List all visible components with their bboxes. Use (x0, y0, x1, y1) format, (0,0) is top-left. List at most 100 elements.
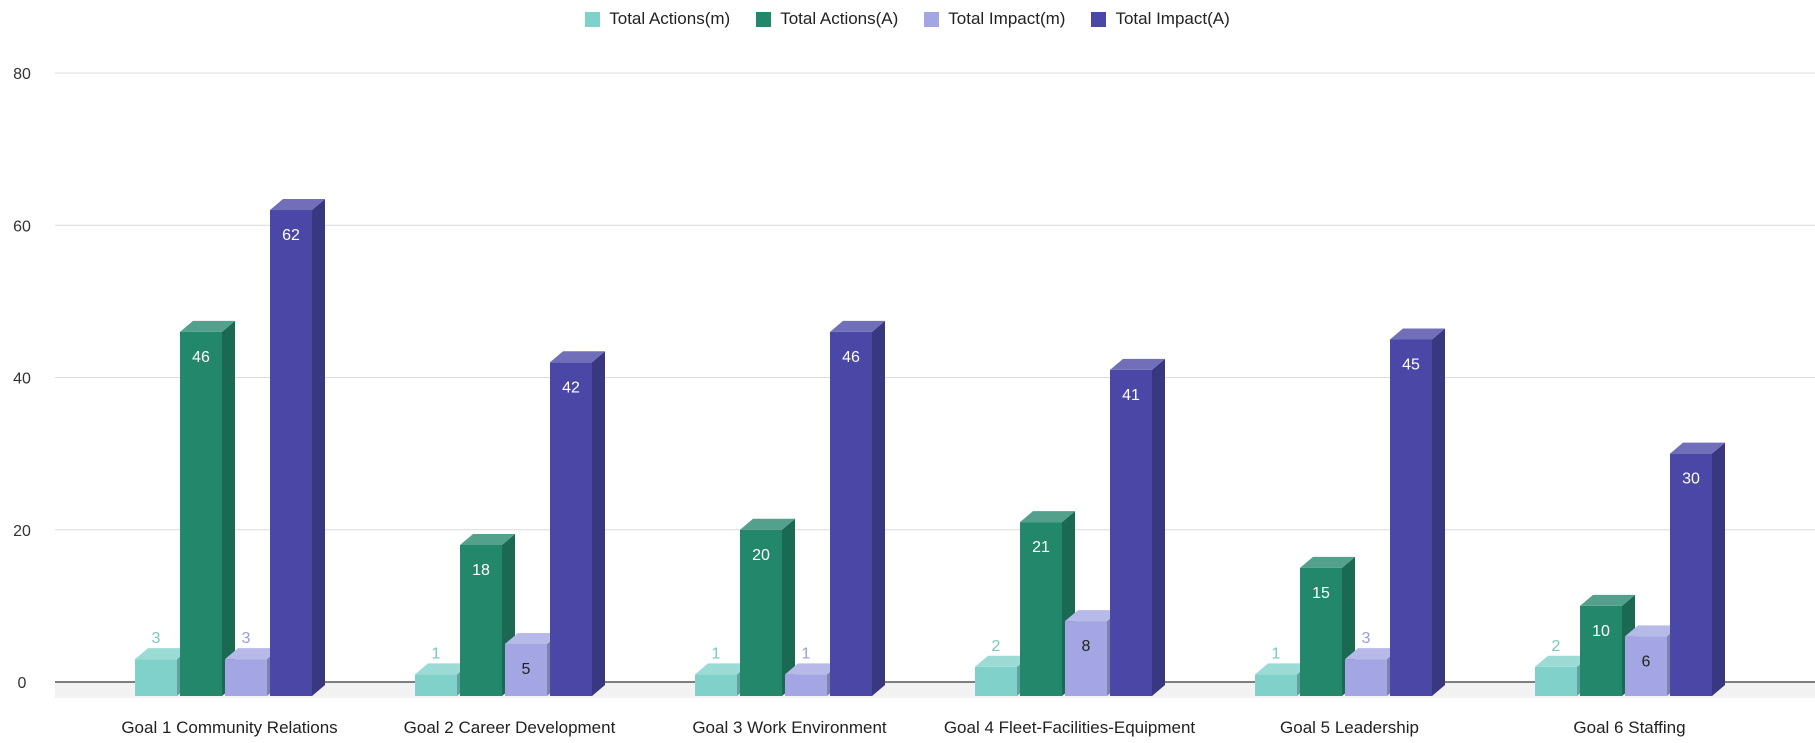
x-tick-label: Goal 6 Staffing (1573, 718, 1685, 737)
data-label: 2 (1552, 638, 1561, 655)
x-tick-label: Goal 1 Community Relations (121, 718, 337, 737)
y-tick-label: 40 (13, 371, 31, 388)
bar-side (312, 199, 325, 696)
data-label: 42 (562, 379, 580, 396)
data-label: 3 (152, 630, 161, 647)
bar-top (1020, 511, 1075, 523)
bar-front (740, 529, 782, 696)
bar-front (785, 674, 827, 696)
data-label: 45 (1402, 356, 1420, 373)
data-label: 46 (192, 349, 210, 366)
legend-item: Total Actions(m) (585, 9, 730, 29)
data-label: 20 (752, 547, 770, 564)
bar (550, 351, 605, 696)
bar-top (785, 663, 840, 675)
bar-top (270, 199, 325, 211)
bar-side (1152, 358, 1165, 696)
x-tick-label: Goal 5 Leadership (1280, 718, 1419, 737)
bar-top (1580, 594, 1635, 606)
bar-front (975, 666, 1017, 696)
bar-side (782, 518, 795, 696)
legend-swatch (756, 11, 772, 27)
bar-front (225, 659, 267, 696)
legend-item: Total Impact(A) (1091, 9, 1230, 29)
bar-front (1300, 567, 1342, 696)
bar-top (1625, 625, 1680, 637)
legend-label: Total Impact(A) (1115, 9, 1230, 28)
data-label: 21 (1032, 539, 1050, 556)
bar-front (1065, 621, 1107, 696)
bar-side (1432, 328, 1445, 696)
legend-label: Total Actions(m) (609, 9, 731, 28)
bar-front (550, 362, 592, 696)
bar-top (505, 632, 560, 644)
bar-side (1712, 442, 1725, 696)
bar-top (460, 533, 515, 545)
data-label: 62 (282, 227, 300, 244)
chart-legend: Total Actions(m) Total Actions(A) Total Im… (0, 4, 1815, 34)
data-label: 8 (1082, 638, 1091, 655)
data-label: 3 (242, 630, 251, 647)
bar (830, 320, 885, 696)
data-label: 5 (522, 661, 531, 678)
bar-top (1670, 442, 1725, 454)
bar-front (270, 210, 312, 696)
y-tick-label: 60 (13, 218, 31, 235)
data-label: 1 (1272, 645, 1281, 662)
bar-top (1535, 655, 1590, 667)
bar-front (1535, 666, 1577, 696)
data-label: 41 (1122, 387, 1140, 404)
bar-top (1065, 610, 1120, 622)
bar-front (1345, 659, 1387, 696)
bar (740, 518, 795, 696)
bar-top (225, 648, 280, 660)
data-label: 2 (992, 638, 1001, 655)
x-tick-label: Goal 2 Career Development (404, 718, 616, 737)
bar-top (740, 518, 795, 530)
bar-front (830, 331, 872, 696)
data-label: 10 (1592, 623, 1610, 640)
y-tick-label: 80 (13, 66, 31, 83)
bar-front (1580, 605, 1622, 696)
bar-top (1110, 358, 1165, 370)
bar-front (1020, 522, 1062, 696)
data-label: 18 (472, 562, 490, 579)
bar-top (415, 663, 470, 675)
legend-swatch (1091, 11, 1107, 27)
bar (1110, 358, 1165, 696)
bar (270, 199, 325, 696)
bar-front (1390, 339, 1432, 696)
bar-front (180, 331, 222, 696)
bar-top (550, 351, 605, 363)
x-tick-label: Goal 4 Fleet-Facilities-Equipment (944, 718, 1196, 737)
bar-top (695, 663, 750, 675)
bar-side (222, 320, 235, 696)
data-label: 30 (1682, 471, 1700, 488)
bar-front (460, 544, 502, 696)
bar-top (135, 648, 190, 660)
legend-item: Total Actions(A) (756, 9, 898, 29)
bar-front (505, 643, 547, 696)
bar (180, 320, 235, 696)
y-tick-label: 0 (18, 675, 27, 692)
bar-top (975, 655, 1030, 667)
bar-front (1110, 369, 1152, 696)
bar-side (872, 320, 885, 696)
bar (460, 533, 515, 696)
bar-side (592, 351, 605, 696)
bar-front (1255, 674, 1297, 696)
bar-top (1390, 328, 1445, 340)
bar-front (1670, 453, 1712, 696)
bar (1390, 328, 1445, 696)
data-label: 3 (1362, 630, 1371, 647)
legend-label: Total Actions(A) (780, 9, 899, 28)
bar-front (415, 674, 457, 696)
bar-top (180, 320, 235, 332)
bar-top (830, 320, 885, 332)
bar-front (695, 674, 737, 696)
bar-top (1300, 556, 1355, 568)
data-label: 1 (432, 645, 441, 662)
bar-top (1255, 663, 1310, 675)
x-tick-label: Goal 3 Work Environment (692, 718, 887, 737)
